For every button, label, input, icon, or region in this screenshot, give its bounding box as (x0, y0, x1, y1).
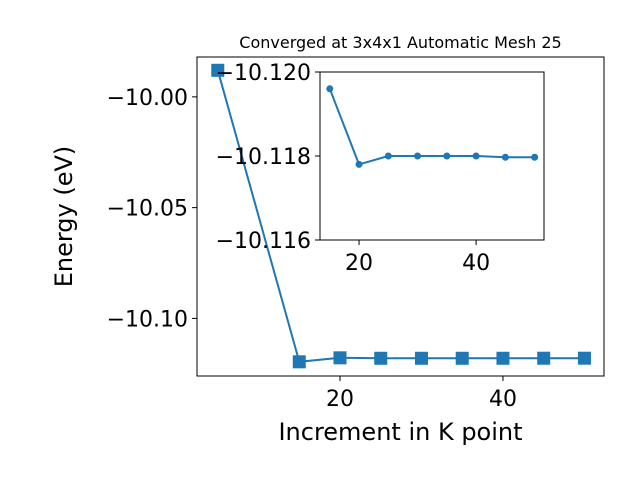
x-tick-label: 20 (345, 251, 373, 276)
x-tick-label: 20 (326, 387, 354, 412)
y-axis-label: Energy (eV) (50, 146, 78, 288)
plot (211, 63, 591, 369)
point (577, 351, 591, 365)
y-tick-label: −10.10 (107, 307, 188, 332)
y-tick-label: −10.120 (216, 61, 311, 86)
y-tick-label: −10.116 (216, 229, 311, 254)
point (333, 351, 347, 365)
x-axis-label: Increment in K point (278, 418, 522, 446)
point (292, 355, 306, 369)
point (496, 351, 510, 365)
point (384, 152, 392, 160)
point (211, 63, 225, 77)
plot (326, 85, 539, 168)
point (414, 351, 428, 365)
point (472, 152, 480, 160)
x-tick-label: 40 (489, 387, 517, 412)
series-line (328, 88, 535, 166)
point (501, 153, 509, 161)
axes-frame (196, 56, 605, 377)
point (355, 160, 363, 168)
point (531, 153, 539, 161)
axes-frame (319, 71, 545, 241)
point (537, 351, 551, 365)
point (414, 152, 422, 160)
point (326, 85, 334, 93)
y-tick-label: −10.05 (107, 197, 188, 222)
x-tick-label: 40 (462, 251, 490, 276)
point (455, 351, 469, 365)
point (374, 351, 388, 365)
chart-title: Converged at 3x4x1 Automatic Mesh 25 (239, 33, 561, 52)
y-tick-label: −10.118 (216, 145, 311, 170)
point (443, 152, 451, 160)
y-tick-label: −10.00 (107, 86, 188, 111)
